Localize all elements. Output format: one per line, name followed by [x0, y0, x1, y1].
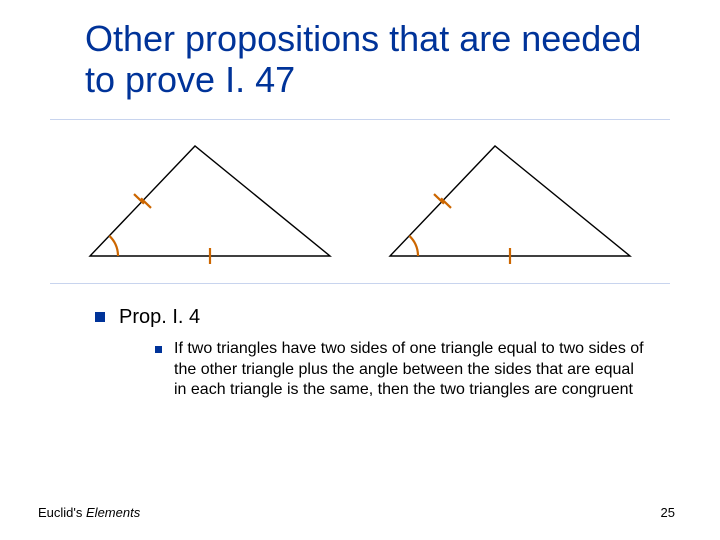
triangle-outline: [90, 146, 330, 256]
bullet-square-icon: [95, 312, 105, 322]
bullet-1-text: Prop. I. 4: [119, 306, 200, 329]
slide: Other propositions that are needed to pr…: [0, 0, 720, 540]
triangle-left: [80, 136, 340, 266]
bullet-level-2: If two triangles have two sides of one t…: [155, 339, 650, 401]
triangles-figure-frame: [50, 119, 670, 284]
angle-arc-icon: [409, 236, 418, 256]
slide-title: Other propositions that are needed to pr…: [85, 18, 670, 101]
footer-source: Euclid's: [38, 505, 86, 520]
triangle-outline: [390, 146, 630, 256]
bullet-square-icon: [155, 346, 162, 353]
footer-book-title: Elements: [86, 505, 140, 520]
bullet-2-text: If two triangles have two sides of one t…: [174, 339, 650, 401]
footer-citation: Euclid's Elements: [38, 505, 140, 520]
bullet-level-1: Prop. I. 4: [95, 306, 670, 329]
triangle-right: [380, 136, 640, 266]
page-number: 25: [661, 505, 675, 520]
angle-arc-icon: [109, 236, 118, 256]
